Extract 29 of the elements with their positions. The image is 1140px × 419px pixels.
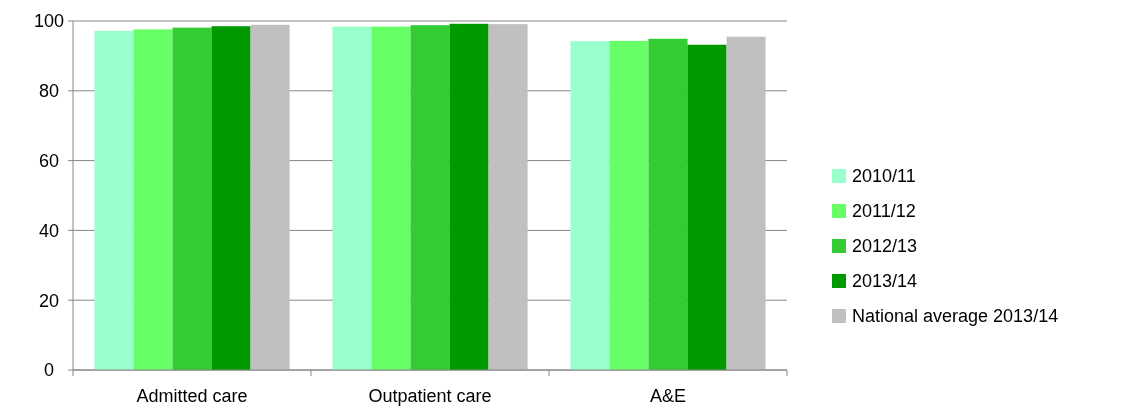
y-tick-label: 40: [38, 220, 60, 241]
bar: [211, 26, 251, 370]
y-tick-label: 100: [33, 11, 65, 32]
y-tick-label: 20: [38, 290, 60, 311]
bar: [449, 23, 489, 370]
x-tick-label: A&E: [649, 386, 687, 406]
bar: [250, 24, 290, 370]
bar: [609, 40, 649, 370]
bar: [94, 30, 134, 370]
x-tick-label: Admitted care: [136, 386, 248, 406]
bar: [410, 25, 450, 370]
x-tick-label: Outpatient care: [368, 386, 492, 406]
legend-label: 2011/12: [852, 201, 916, 222]
y-tick-label: 0: [43, 360, 55, 381]
y-tick-label: 60: [38, 150, 60, 171]
legend-label: 2013/14: [852, 271, 918, 292]
legend-label: National average 2013/14: [852, 306, 1059, 327]
bar: [726, 36, 766, 370]
bar: [570, 41, 610, 370]
bar: [371, 26, 411, 370]
legend-label: 2012/13: [852, 236, 918, 257]
bar: [172, 27, 212, 370]
bar: [488, 24, 528, 370]
bar: [687, 44, 727, 370]
bar: [332, 26, 372, 370]
bar: [133, 29, 173, 370]
y-tick-label: 80: [38, 81, 60, 102]
legend-label: 2010/11: [852, 166, 916, 187]
bar: [648, 38, 688, 370]
